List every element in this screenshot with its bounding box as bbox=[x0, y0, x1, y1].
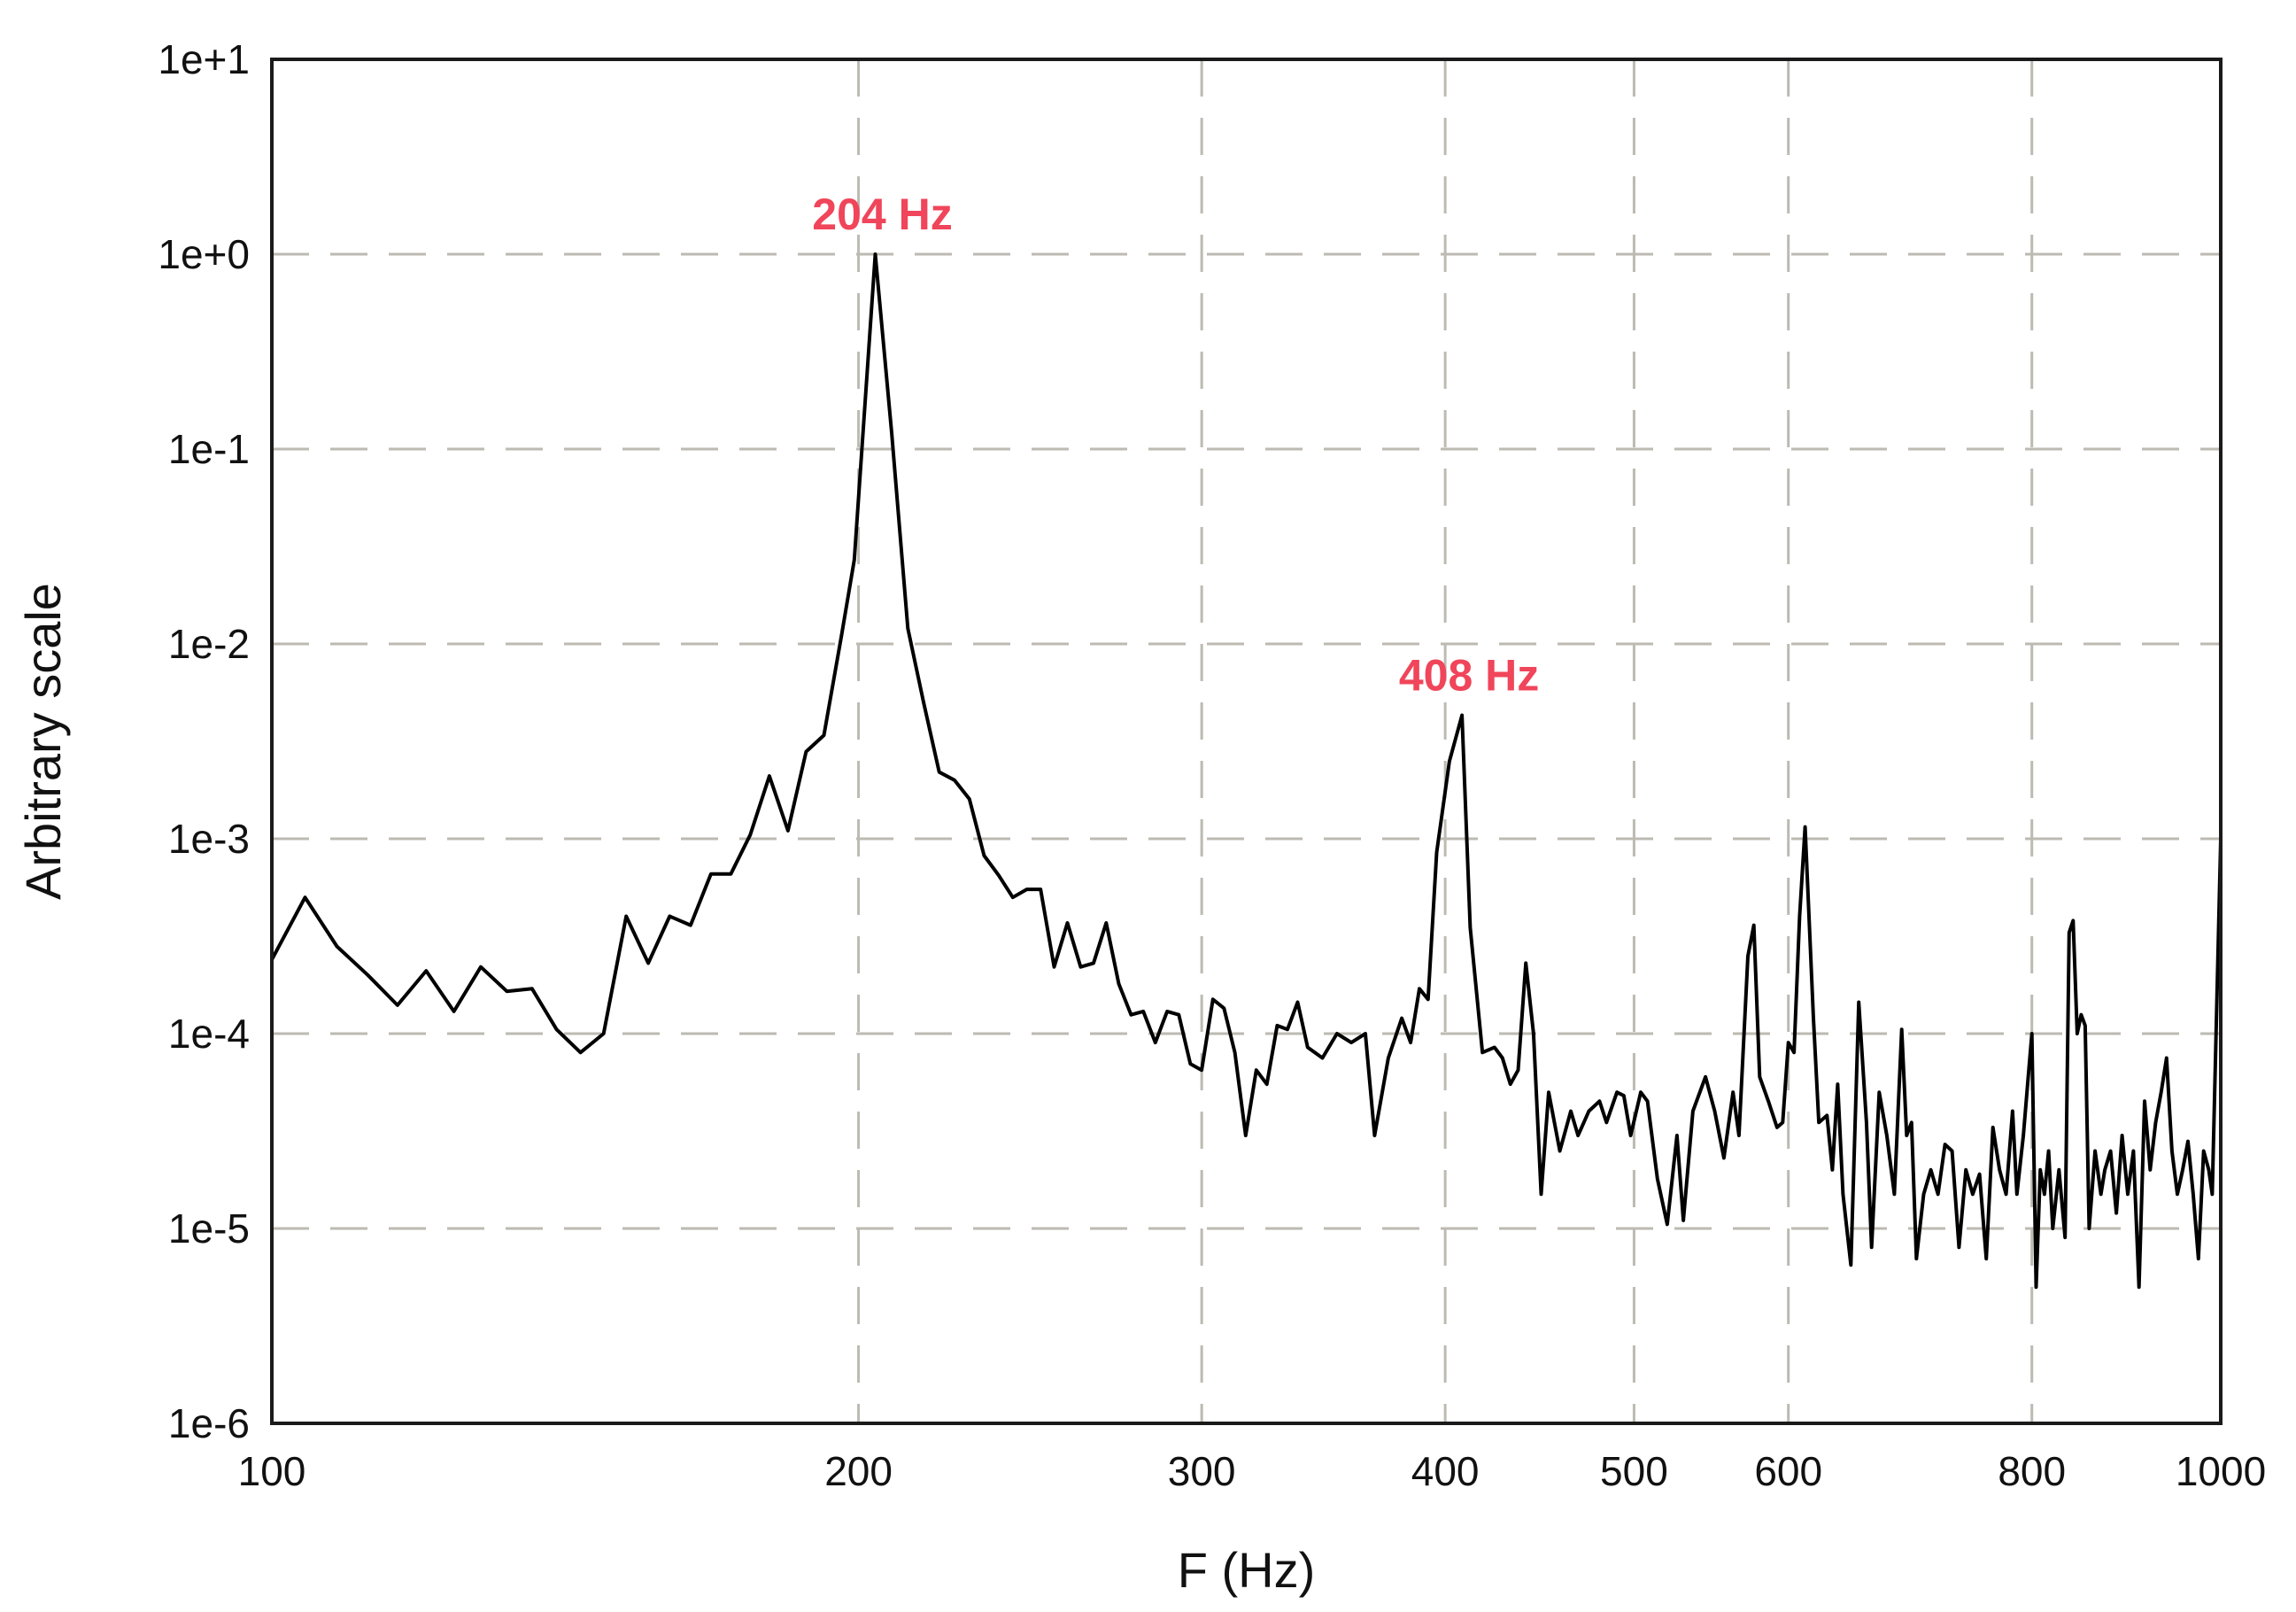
peak-label: 204 Hz bbox=[812, 190, 952, 239]
x-tick-label: 600 bbox=[1754, 1448, 1822, 1494]
peak-label: 408 Hz bbox=[1399, 651, 1539, 701]
x-tick-label: 400 bbox=[1411, 1448, 1480, 1494]
x-tick-label: 100 bbox=[238, 1448, 306, 1494]
spectrum-line-series-0 bbox=[270, 252, 2223, 1290]
x-tick-label: 1000 bbox=[2176, 1448, 2266, 1494]
y-tick-label: 1e-6 bbox=[168, 1400, 250, 1446]
y-tick-label: 1e+0 bbox=[158, 231, 250, 277]
x-axis-title: F (Hz) bbox=[1178, 1542, 1316, 1598]
x-tick-label: 800 bbox=[1998, 1448, 2066, 1494]
series-layer bbox=[270, 252, 2223, 1290]
grid-lines bbox=[272, 59, 2221, 1423]
y-axis-title: Arbitrary scale bbox=[15, 583, 71, 900]
y-tick-label: 1e-5 bbox=[168, 1205, 250, 1252]
y-tick-label: 1e-3 bbox=[168, 816, 250, 862]
y-axis-ticks: 1e-6 1e-5 1e-4 1e-3 1e-2 1e-1 1e+0 1e+1 bbox=[158, 36, 250, 1446]
x-tick-label: 500 bbox=[1600, 1448, 1668, 1494]
y-tick-label: 1e-2 bbox=[168, 621, 250, 667]
y-tick-label: 1e-4 bbox=[168, 1011, 250, 1057]
y-tick-label: 1e+1 bbox=[158, 36, 250, 82]
y-tick-label: 1e-1 bbox=[168, 426, 250, 472]
x-tick-label: 200 bbox=[824, 1448, 893, 1494]
peak-annotations: 204 Hz 408 Hz bbox=[812, 190, 1539, 701]
plot-area-frame bbox=[270, 58, 2223, 1425]
x-axis-ticks: 100 200 300 400 500 600 800 1000 bbox=[238, 1448, 2267, 1494]
x-tick-label: 300 bbox=[1168, 1448, 1236, 1494]
